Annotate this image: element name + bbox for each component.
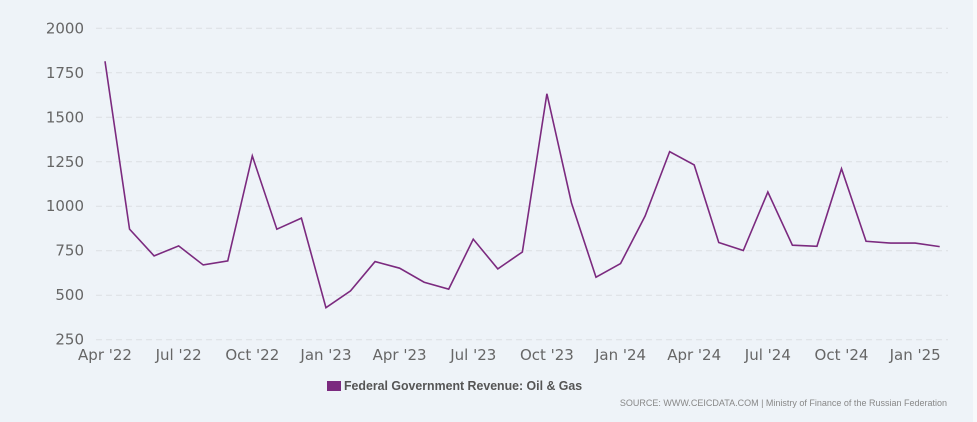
legend-swatch xyxy=(327,380,341,391)
data-point[interactable]: Nov '22: 871 xyxy=(274,226,280,232)
y-tick-label: 500 xyxy=(55,286,84,304)
x-tick-label: Oct '22 xyxy=(225,346,279,364)
data-point[interactable]: Feb '25: 773 xyxy=(937,244,943,250)
data-point[interactable]: Oct '22: 1283 xyxy=(249,153,255,159)
data-point[interactable]: Feb '24: 945 xyxy=(642,213,648,219)
data-point[interactable]: Dec '22: 933 xyxy=(298,215,304,221)
x-tick-label: Oct '24 xyxy=(815,346,869,364)
x-tick-label: Jan '23 xyxy=(299,346,351,364)
data-point[interactable]: Jun '24: 751 xyxy=(740,248,746,254)
data-point[interactable]: Mar '24: 1307 xyxy=(667,149,673,155)
chart-edge xyxy=(973,0,977,422)
legend-item[interactable]: Federal Government Revenue: Oil & Gas xyxy=(327,378,595,393)
data-point[interactable]: Jan '24: 678 xyxy=(618,261,624,267)
data-point[interactable]: Jan '23: 430 xyxy=(323,305,329,311)
x-tick-label: Jan '24 xyxy=(594,346,646,364)
data-point[interactable]: Apr '22: 1815 xyxy=(102,58,108,64)
data-point[interactable]: Jan '25: 793 xyxy=(912,240,918,246)
data-point[interactable]: Sep '24: 775 xyxy=(814,243,820,249)
data-point[interactable]: Sep '22: 693 xyxy=(225,258,231,264)
x-tick-label: Jul '22 xyxy=(155,346,202,364)
data-point[interactable]: Apr '23: 652 xyxy=(397,265,403,271)
data-point[interactable]: Jun '22: 721 xyxy=(151,253,157,259)
y-tick-label: 750 xyxy=(55,242,84,260)
data-point[interactable]: Jun '23: 534 xyxy=(446,286,452,292)
source-note: SOURCE: WWW.CEICDATA.COM | Ministry of F… xyxy=(619,398,947,408)
y-tick-label: 1500 xyxy=(46,108,84,126)
y-tick-label: 2000 xyxy=(46,19,84,37)
data-point[interactable]: Aug '24: 781 xyxy=(789,242,795,248)
x-tick-label: Oct '23 xyxy=(520,346,574,364)
series-line xyxy=(104,61,940,309)
data-point[interactable]: Sep '23: 743 xyxy=(519,249,525,255)
data-point[interactable]: Feb '23: 524 xyxy=(348,288,354,294)
y-tick-label: 250 xyxy=(55,331,84,349)
data-point[interactable]: Nov '23: 1019 xyxy=(568,200,574,206)
data-point[interactable]: Jul '24: 1080 xyxy=(765,189,771,195)
data-point[interactable]: Oct '24: 1211 xyxy=(839,166,845,172)
data-point[interactable]: Apr '24: 1232 xyxy=(691,162,697,168)
x-tick-label: Apr '23 xyxy=(373,346,427,364)
data-point[interactable]: Jul '23: 815 xyxy=(470,236,476,242)
x-tick-label: Jan '25 xyxy=(889,346,941,364)
data-point[interactable]: May '22: 871 xyxy=(127,226,133,232)
data-point[interactable]: Dec '24: 793 xyxy=(888,240,894,246)
data-point[interactable]: Dec '23: 601 xyxy=(593,274,599,280)
data-point[interactable]: Aug '22: 670 xyxy=(200,262,206,268)
data-point[interactable]: Mar '23: 689 xyxy=(372,259,378,265)
legend-label: Federal Government Revenue: Oil & Gas xyxy=(344,378,583,393)
x-tick-label: Jul '24 xyxy=(744,346,791,364)
y-tick-label: 1750 xyxy=(46,64,84,82)
data-point[interactable]: Jul '22: 777 xyxy=(176,243,182,249)
x-tick-label: Apr '24 xyxy=(667,346,721,364)
y-tick-label: 1250 xyxy=(46,153,84,171)
x-tick-label: Jul '23 xyxy=(449,346,496,364)
data-point[interactable]: May '24: 796 xyxy=(716,240,722,246)
data-point[interactable]: Aug '23: 648 xyxy=(495,266,501,272)
x-tick-label: Apr '22 xyxy=(78,346,132,364)
y-tick-label: 1000 xyxy=(46,197,84,215)
data-point[interactable]: May '23: 573 xyxy=(421,279,427,285)
data-point[interactable]: Nov '24: 803 xyxy=(863,238,869,244)
data-point[interactable]: Oct '23: 1632 xyxy=(544,91,550,97)
